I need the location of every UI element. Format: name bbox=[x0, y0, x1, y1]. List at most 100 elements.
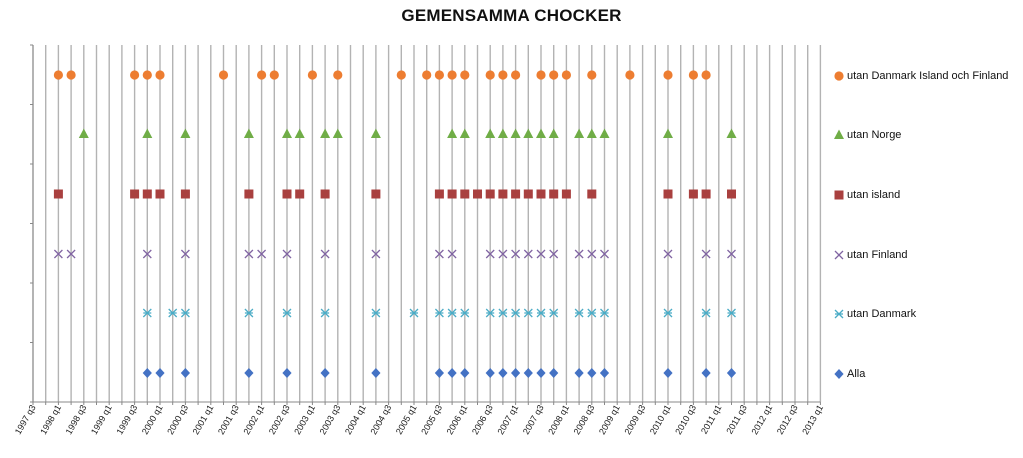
x-tick-label: 2011 q1 bbox=[699, 403, 724, 436]
data-point-circle bbox=[434, 70, 444, 80]
data-point-x bbox=[701, 249, 711, 259]
data-point-square bbox=[523, 189, 533, 199]
x-tick-label: 2007 q1 bbox=[495, 403, 520, 436]
legend-label: utan island bbox=[847, 189, 901, 201]
data-point-diamond bbox=[371, 368, 381, 378]
data-point-diamond bbox=[460, 368, 470, 378]
x-tick-label: 1997 q3 bbox=[13, 403, 38, 436]
legend-marker-triangle-icon bbox=[834, 129, 844, 139]
legend-item: utan Danmark Island och Finland bbox=[833, 68, 1008, 84]
data-point-circle bbox=[510, 70, 521, 80]
data-point-square bbox=[663, 189, 673, 199]
x-tick-label: 2003 q3 bbox=[318, 403, 343, 436]
data-point-x bbox=[244, 249, 254, 259]
data-point-diamond bbox=[549, 368, 559, 378]
data-point-square bbox=[701, 189, 711, 199]
data-point-circle bbox=[498, 70, 508, 80]
data-point-x bbox=[371, 249, 381, 259]
data-point-circle bbox=[460, 70, 470, 80]
legend-item: utan Danmark bbox=[833, 306, 916, 322]
data-point-triangle bbox=[78, 128, 89, 138]
data-point-circle bbox=[269, 70, 279, 80]
legend-marker-x-icon bbox=[834, 250, 844, 260]
legend-marker bbox=[834, 309, 844, 319]
x-tick-label: 2003 q1 bbox=[292, 403, 317, 436]
x-tick-label: 1999 q1 bbox=[89, 403, 114, 436]
legend-label: utan Danmark bbox=[847, 308, 917, 320]
x-tick-label: 2012 q1 bbox=[749, 403, 774, 436]
x-tick-label: 2002 q3 bbox=[267, 403, 292, 436]
x-tick-label: 2005 q1 bbox=[394, 403, 419, 436]
data-point-square bbox=[549, 189, 559, 199]
data-point-triangle bbox=[320, 128, 331, 138]
data-point-asterisk bbox=[511, 308, 521, 318]
data-point-circle bbox=[130, 70, 140, 80]
data-point-diamond bbox=[320, 368, 330, 378]
data-point-asterisk bbox=[168, 308, 178, 318]
data-point-asterisk bbox=[663, 308, 673, 318]
data-point-circle bbox=[536, 70, 546, 80]
legend-marker-diamond-icon bbox=[834, 369, 844, 379]
data-point-circle bbox=[447, 70, 457, 80]
data-point-triangle bbox=[142, 128, 153, 138]
legend-marker bbox=[834, 190, 844, 200]
legend-item: utan island bbox=[833, 187, 900, 203]
data-point-x bbox=[511, 249, 521, 259]
data-point-asterisk bbox=[574, 308, 584, 318]
data-point-x bbox=[66, 249, 76, 259]
data-point-asterisk bbox=[727, 308, 736, 318]
data-point-square bbox=[473, 189, 482, 199]
data-point-square bbox=[727, 189, 736, 199]
x-tick-label: 2013 q1 bbox=[800, 403, 825, 436]
axes bbox=[30, 44, 821, 405]
legend-label: utan Danmark Island och Finland bbox=[847, 70, 1009, 82]
data-point-asterisk bbox=[498, 308, 508, 318]
x-tick-label: 2006 q3 bbox=[470, 403, 495, 436]
data-point-x bbox=[320, 249, 330, 259]
x-tick-label: 2011 q3 bbox=[724, 403, 749, 436]
data-point-square bbox=[498, 189, 508, 199]
data-point-diamond bbox=[536, 368, 546, 378]
data-point-circle bbox=[142, 70, 152, 80]
data-point-asterisk bbox=[409, 308, 419, 318]
data-point-x bbox=[485, 249, 495, 259]
data-point-triangle bbox=[294, 128, 305, 138]
data-point-triangle bbox=[510, 128, 521, 138]
x-tick-label: 2008 q3 bbox=[572, 403, 597, 436]
data-point-circle bbox=[155, 70, 165, 80]
data-point-square bbox=[447, 189, 457, 199]
data-point-circle bbox=[422, 70, 432, 80]
data-point-diamond bbox=[282, 368, 292, 378]
data-point-asterisk bbox=[282, 308, 292, 318]
x-tick-labels: 1997 q3 1998 q1 1998 q3 1999 q1 1999 q3 2000 … bbox=[13, 403, 825, 436]
data-point-asterisk bbox=[142, 308, 152, 318]
data-point-circle bbox=[663, 70, 673, 80]
data-point-x bbox=[498, 249, 508, 259]
data-point-asterisk bbox=[549, 308, 559, 318]
x-tick-label: 2008 q1 bbox=[546, 403, 571, 436]
data-point-diamond bbox=[155, 368, 165, 378]
data-point-diamond bbox=[574, 368, 584, 378]
data-point-x bbox=[257, 249, 267, 259]
data-point-asterisk bbox=[600, 308, 609, 318]
data-point-triangle bbox=[370, 128, 381, 138]
data-point-square bbox=[511, 189, 521, 199]
data-point-square bbox=[142, 189, 152, 199]
legend-label: utan Norge bbox=[847, 129, 902, 141]
data-point-triangle bbox=[497, 128, 508, 138]
data-point-asterisk bbox=[371, 308, 381, 318]
data-point-square bbox=[561, 189, 571, 199]
x-tick-label: 2000 q3 bbox=[165, 403, 190, 436]
data-points bbox=[53, 70, 737, 378]
legend-marker bbox=[834, 71, 844, 81]
data-point-triangle bbox=[536, 128, 546, 138]
legend-marker-asterisk-icon bbox=[834, 309, 844, 319]
data-point-square bbox=[485, 189, 495, 199]
data-point-square bbox=[155, 189, 165, 199]
data-point-triangle bbox=[574, 128, 585, 138]
x-tick-label: 2007 q3 bbox=[521, 403, 546, 436]
data-point-triangle bbox=[663, 128, 673, 138]
data-point-square bbox=[460, 189, 470, 199]
legend-marker bbox=[834, 129, 844, 139]
chart-title: GEMENSAMMA CHOCKER bbox=[401, 6, 622, 25]
